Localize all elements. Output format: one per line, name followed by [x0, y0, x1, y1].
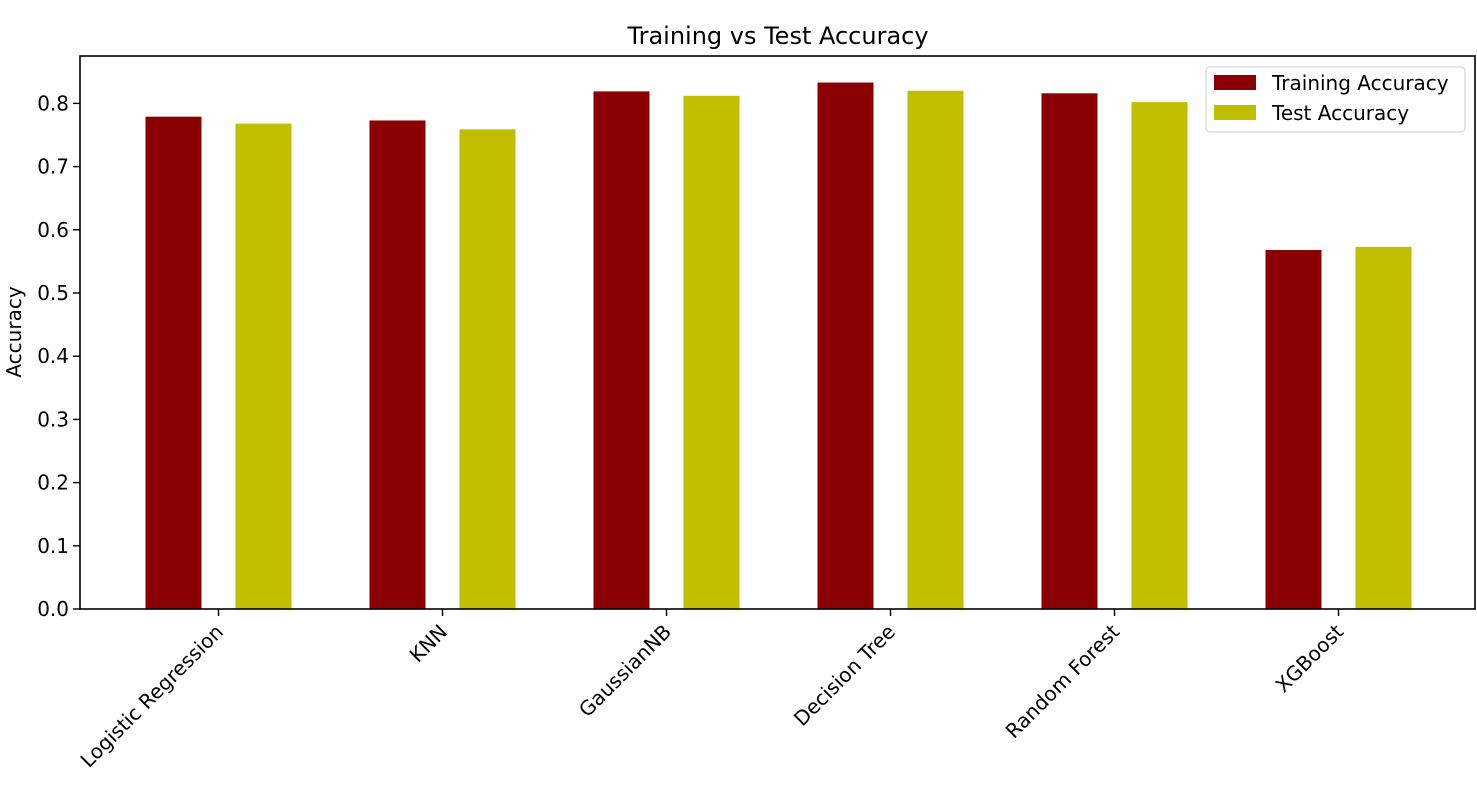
x-tick-label-xgboost: XGBoost	[1270, 619, 1348, 697]
plot-frame	[79, 55, 1476, 610]
bar-training-accuracy-xgboost	[1265, 250, 1322, 610]
bar-training-accuracy-gaussiannb	[593, 91, 650, 610]
y-tick-label: 0.0	[37, 597, 69, 621]
bar-test-accuracy-logistic-regression	[235, 123, 292, 610]
bar-training-accuracy-decision-tree	[817, 82, 874, 609]
bar-training-accuracy-random-forest	[1041, 93, 1098, 609]
y-tick-label: 0.7	[37, 155, 69, 179]
legend: Training Accuracy Test Accuracy	[1205, 66, 1466, 133]
y-tick-label: 0.4	[37, 344, 69, 368]
bars-layer	[145, 82, 1412, 610]
y-axis-label: Accuracy	[2, 286, 26, 377]
y-tick-label: 0.8	[37, 91, 69, 115]
y-tick-label: 0.1	[37, 534, 69, 558]
bar-test-accuracy-gaussiannb	[683, 95, 740, 610]
legend-label-test: Test Accuracy	[1271, 101, 1409, 125]
x-tick-label-knn: KNN	[405, 620, 452, 667]
legend-frame	[1205, 66, 1466, 133]
x-tick-label-decision-tree: Decision Tree	[789, 620, 900, 731]
chart-title: Training vs Test Accuracy	[626, 22, 928, 50]
x-axis: Logistic Regression KNN GaussianNB Decision…	[75, 609, 1348, 772]
bar-test-accuracy-xgboost	[1355, 246, 1412, 609]
bar-training-accuracy-knn	[369, 120, 426, 610]
x-tick-label-gaussiannb: GaussianNB	[574, 620, 676, 722]
bar-training-accuracy-logistic-regression	[145, 116, 202, 609]
bar-test-accuracy-random-forest	[1131, 102, 1188, 610]
y-tick-label: 0.3	[37, 407, 69, 431]
y-tick-label: 0.6	[37, 218, 69, 242]
y-axis: 0.0 0.1 0.2 0.3 0.4 0.5 0.6 0.7 0.8	[37, 91, 80, 621]
x-tick-label-logistic-regression: Logistic Regression	[75, 620, 228, 773]
x-tick-label-random-forest: Random Forest	[1001, 619, 1125, 743]
y-tick-label: 0.2	[37, 471, 69, 495]
y-tick-label: 0.5	[37, 281, 69, 305]
bar-test-accuracy-knn	[459, 129, 516, 609]
legend-label-training: Training Accuracy	[1271, 71, 1449, 95]
legend-swatch-training	[1214, 75, 1256, 90]
bar-test-accuracy-decision-tree	[907, 90, 964, 609]
legend-swatch-test	[1214, 105, 1256, 120]
